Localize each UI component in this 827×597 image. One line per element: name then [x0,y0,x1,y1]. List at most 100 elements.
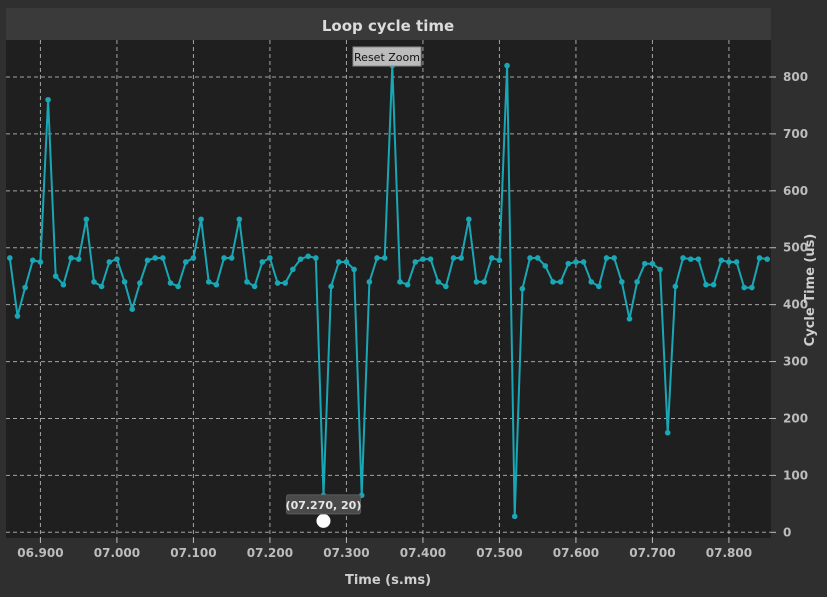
data-point[interactable] [733,259,740,265]
data-point[interactable] [98,283,105,290]
data-point[interactable] [313,255,319,261]
data-point[interactable] [573,259,579,265]
data-point[interactable] [534,255,541,261]
data-point[interactable] [550,279,556,285]
data-point[interactable] [619,279,625,285]
data-point[interactable] [14,313,21,319]
data-point[interactable] [641,260,648,267]
data-point[interactable] [542,263,549,269]
data-point[interactable] [213,281,220,288]
data-point[interactable] [687,256,694,262]
reset-zoom-button-label[interactable]: Reset Zoom [354,51,420,64]
data-point[interactable] [121,279,128,285]
data-point[interactable] [190,255,197,261]
data-point[interactable] [366,279,373,285]
data-point[interactable] [626,316,633,322]
data-point[interactable] [167,280,174,286]
data-point[interactable] [182,259,189,265]
data-point[interactable] [657,266,663,273]
data-point[interactable] [611,255,617,261]
data-point[interactable] [504,62,510,69]
data-point[interactable] [718,257,725,264]
data-point[interactable] [274,280,281,286]
data-point[interactable] [749,284,755,291]
data-point[interactable] [710,281,717,288]
data-point[interactable] [45,96,51,103]
data-point[interactable] [726,259,732,265]
data-point[interactable] [603,255,610,261]
data-point[interactable] [267,255,273,261]
data-point[interactable] [7,255,13,261]
data-point[interactable] [335,259,342,265]
data-point[interactable] [282,280,289,286]
data-point[interactable] [488,255,495,261]
data-point[interactable] [672,283,679,290]
data-point[interactable] [466,216,472,223]
data-point[interactable] [427,256,434,262]
data-point[interactable] [519,285,526,292]
data-point[interactable] [244,279,250,285]
data-point[interactable] [29,257,36,264]
data-point[interactable] [351,266,357,273]
reset-zoom-button[interactable]: Reset Zoom [352,46,422,67]
data-point[interactable] [764,256,770,262]
data-point[interactable] [381,255,388,261]
data-point[interactable] [22,284,28,291]
data-point[interactable] [458,255,464,261]
data-point[interactable] [664,429,671,436]
data-point[interactable] [129,306,136,313]
data-point[interactable] [756,255,763,261]
data-point[interactable] [305,253,311,260]
data-point[interactable] [60,281,67,288]
data-point[interactable] [450,255,457,261]
data-point[interactable] [91,279,97,285]
data-point[interactable] [596,283,602,290]
data-point[interactable] [588,279,595,285]
data-point[interactable] [473,279,480,285]
data-point[interactable] [37,259,44,265]
data-point[interactable] [741,284,748,291]
data-point[interactable] [695,256,702,262]
data-point[interactable] [420,256,426,262]
data-point[interactable] [236,216,243,223]
data-point[interactable] [160,255,166,261]
data-point[interactable] [634,279,640,285]
data-point[interactable] [343,259,350,265]
data-point[interactable] [404,281,411,288]
data-point[interactable] [649,260,656,267]
data-point[interactable] [144,257,151,264]
data-point[interactable] [52,273,59,279]
data-point[interactable] [374,255,380,261]
data-point[interactable] [68,255,74,261]
data-point[interactable] [443,283,449,290]
data-point[interactable] [106,259,113,265]
data-point[interactable] [83,216,90,223]
reset-zoom-button-bg[interactable] [352,46,422,67]
data-point[interactable] [137,280,143,286]
data-point[interactable] [680,255,686,261]
data-point[interactable] [412,259,419,265]
data-point[interactable] [251,283,258,290]
data-point[interactable] [228,255,235,261]
data-point[interactable] [297,256,304,262]
data-point[interactable] [114,256,120,262]
data-point[interactable] [198,216,204,223]
data-point[interactable] [328,283,334,290]
data-point[interactable] [527,255,533,261]
data-point[interactable] [435,279,442,285]
data-point[interactable] [565,260,572,267]
data-point[interactable] [175,283,181,290]
data-point[interactable] [557,279,564,285]
data-point[interactable] [205,279,212,285]
data-point[interactable] [75,256,82,262]
data-point[interactable] [481,279,487,285]
data-point[interactable] [290,266,296,273]
data-point[interactable] [221,255,227,261]
data-point[interactable] [152,255,158,261]
data-point[interactable] [397,279,403,285]
data-point[interactable] [703,281,709,288]
data-point[interactable] [511,513,518,520]
data-point[interactable] [259,259,266,265]
data-point[interactable] [496,257,503,264]
data-point[interactable] [580,259,587,265]
